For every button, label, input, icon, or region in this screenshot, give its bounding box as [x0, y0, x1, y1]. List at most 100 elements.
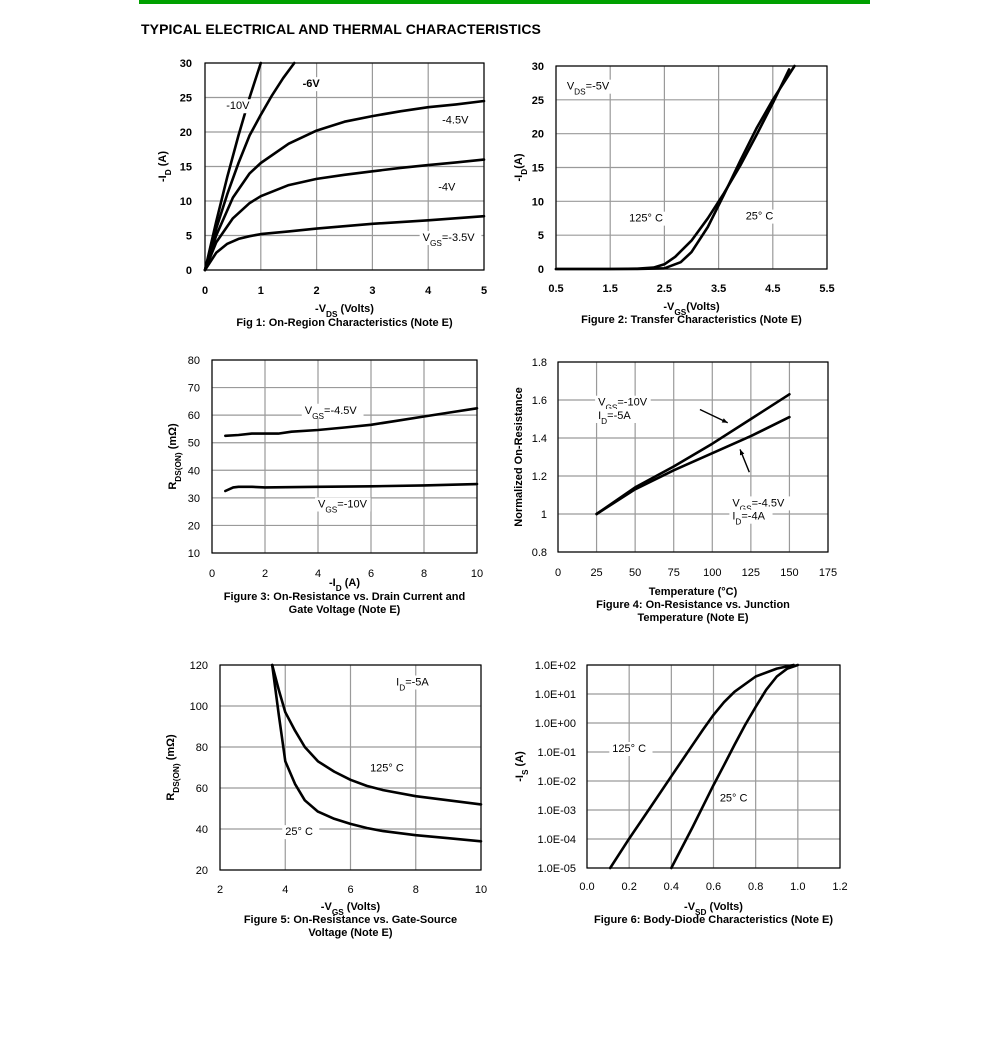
figure-caption: Voltage (Note E)	[308, 927, 392, 939]
y-tick-label: 30	[532, 61, 544, 73]
y-tick-label: 10	[532, 196, 544, 208]
y-tick-label: 1.0E-01	[537, 747, 576, 759]
series-annotation: VGS=-3.5V	[423, 232, 476, 248]
series-annotation: -4.5V	[442, 115, 469, 127]
figure-caption: Gate Voltage (Note E)	[289, 604, 401, 616]
x-tick-label: 2.5	[657, 283, 672, 295]
annotation-background	[729, 509, 773, 524]
y-axis-label: Normalized On-Resistance	[513, 387, 525, 526]
annotation-background	[729, 496, 792, 511]
series-line-1	[670, 663, 800, 870]
series-annotation: 125° C	[612, 743, 646, 755]
y-axis-label: RDS(ON) (mΩ)	[167, 423, 183, 490]
series-line-4	[203, 214, 486, 272]
x-tick-label: 25	[590, 567, 602, 579]
plot-frame	[211, 359, 478, 554]
x-tick-label: 6	[347, 884, 353, 896]
x-tick-label: 125	[742, 567, 760, 579]
annotation-background	[595, 395, 651, 410]
y-tick-label: 5	[538, 230, 544, 242]
x-tick-label: 6	[368, 568, 374, 580]
series-annotation: ID=-5A	[396, 677, 429, 693]
x-tick-label: 5	[481, 285, 487, 297]
y-tick-label: 0	[538, 264, 544, 276]
figure-caption: Temperature (Note E)	[637, 612, 748, 624]
y-tick-label: 30	[188, 493, 200, 505]
x-tick-label: 0.5	[548, 283, 563, 295]
annotation-arrowhead	[739, 449, 745, 456]
chart-fig5-on-resistance-vs-gate-voltage: 2 4 6 8 10 20 40 60 80 100 120 -VGS (Volts) RDS(ON) …	[165, 660, 487, 939]
y-tick-label: 1	[541, 509, 547, 521]
figure-caption: Figure 6: Body-Diode Characteristics (No…	[594, 914, 833, 926]
x-tick-label: 1.2	[832, 881, 847, 893]
annotation-background	[439, 113, 477, 128]
annotation-background	[742, 209, 780, 224]
y-tick-label: 25	[180, 93, 192, 105]
y-tick-label: 80	[188, 355, 200, 367]
x-axis-label: -VDS (Volts)	[315, 303, 374, 319]
y-tick-label: 0	[186, 265, 192, 277]
series-line-3	[203, 158, 486, 272]
x-tick-label: 2	[314, 285, 320, 297]
x-tick-label: 75	[668, 567, 680, 579]
y-tick-label: 10	[180, 196, 192, 208]
series-line-2	[203, 99, 486, 272]
x-tick-label: 1	[258, 285, 264, 297]
y-tick-label: 1.0E+00	[535, 718, 576, 730]
series-line-0	[608, 663, 795, 870]
x-tick-label: 175	[819, 567, 837, 579]
y-tick-label: 80	[196, 742, 208, 754]
y-tick-label: 1.0E+01	[535, 689, 576, 701]
x-tick-label: 100	[703, 567, 721, 579]
y-tick-label: 40	[188, 465, 200, 477]
x-tick-label: 0.2	[622, 881, 637, 893]
plot-frame	[557, 361, 829, 553]
y-axis-label: -IS (A)	[514, 751, 530, 782]
x-axis-label: Temperature (°C)	[649, 586, 738, 598]
series-annotation: ID=-5A	[598, 410, 631, 426]
figure-caption: Figure 4: On-Resistance vs. Junction	[596, 599, 790, 611]
x-tick-label: 4	[315, 568, 321, 580]
y-tick-label: 1.8	[532, 357, 547, 369]
chart-fig4-on-resistance-vs-temperature: 0 25 50 75 100 125 150 175 0.8 1 1.2 1.4 1.6 1.8 Tempe…	[513, 357, 837, 624]
annotation-background	[393, 675, 437, 690]
y-axis-label: -ID (A)	[157, 151, 173, 182]
y-tick-label: 1.0E+02	[535, 660, 576, 672]
x-tick-label: 8	[421, 568, 427, 580]
series-line-1	[554, 64, 796, 271]
y-tick-label: 70	[188, 383, 200, 395]
x-tick-label: 10	[475, 884, 487, 896]
x-tick-label: 0.4	[664, 881, 679, 893]
x-tick-label: 10	[471, 568, 483, 580]
y-tick-label: 5	[186, 231, 192, 243]
plot-frame	[555, 65, 828, 270]
annotation-background	[282, 825, 320, 840]
x-tick-label: 0	[209, 568, 215, 580]
chart-fig3-on-resistance-vs-drain-current: 0 2 4 6 8 10 10 20 30 40 50 60 70 80 -ID (A) RDS(ON) (m…	[167, 355, 483, 616]
series-line-1	[203, 61, 296, 272]
series-annotation: -6V	[303, 78, 321, 90]
x-tick-label: 150	[780, 567, 798, 579]
y-tick-label: 20	[532, 129, 544, 141]
y-tick-label: 0.8	[532, 547, 547, 559]
x-tick-label: 1.0	[790, 881, 805, 893]
x-tick-label: 3	[369, 285, 375, 297]
annotation-background	[595, 409, 639, 423]
y-tick-label: 30	[180, 58, 192, 70]
series-annotation: VDS=-5V	[567, 81, 610, 97]
y-tick-label: 10	[188, 548, 200, 560]
figure-caption: Figure 5: On-Resistance vs. Gate-Source	[244, 914, 457, 926]
series-annotation: VGS=-4.5V	[732, 497, 785, 513]
chart-fig1-on-region: 0 1 2 3 4 5 0 5 10 15 20 25 30 -VDS (Volts) -ID (A) -10…	[157, 58, 487, 329]
x-tick-label: 0.8	[748, 881, 763, 893]
annotation-background	[299, 77, 325, 92]
plot-frame	[586, 664, 841, 869]
annotation-background	[435, 180, 460, 195]
y-tick-label: 100	[190, 701, 208, 713]
series-annotation: VGS=-4.5V	[305, 405, 358, 421]
y-tick-label: 1.0E-03	[537, 805, 576, 817]
x-axis-label: -VSD (Volts)	[684, 901, 743, 917]
annotation-background	[626, 211, 670, 226]
series-annotation: VGS=-10V	[318, 499, 368, 515]
chart-fig6-body-diode: 0.0 0.2 0.4 0.6 0.8 1.0 1.2 1.0E-05 1.0E-04 1.0E-…	[514, 660, 848, 926]
